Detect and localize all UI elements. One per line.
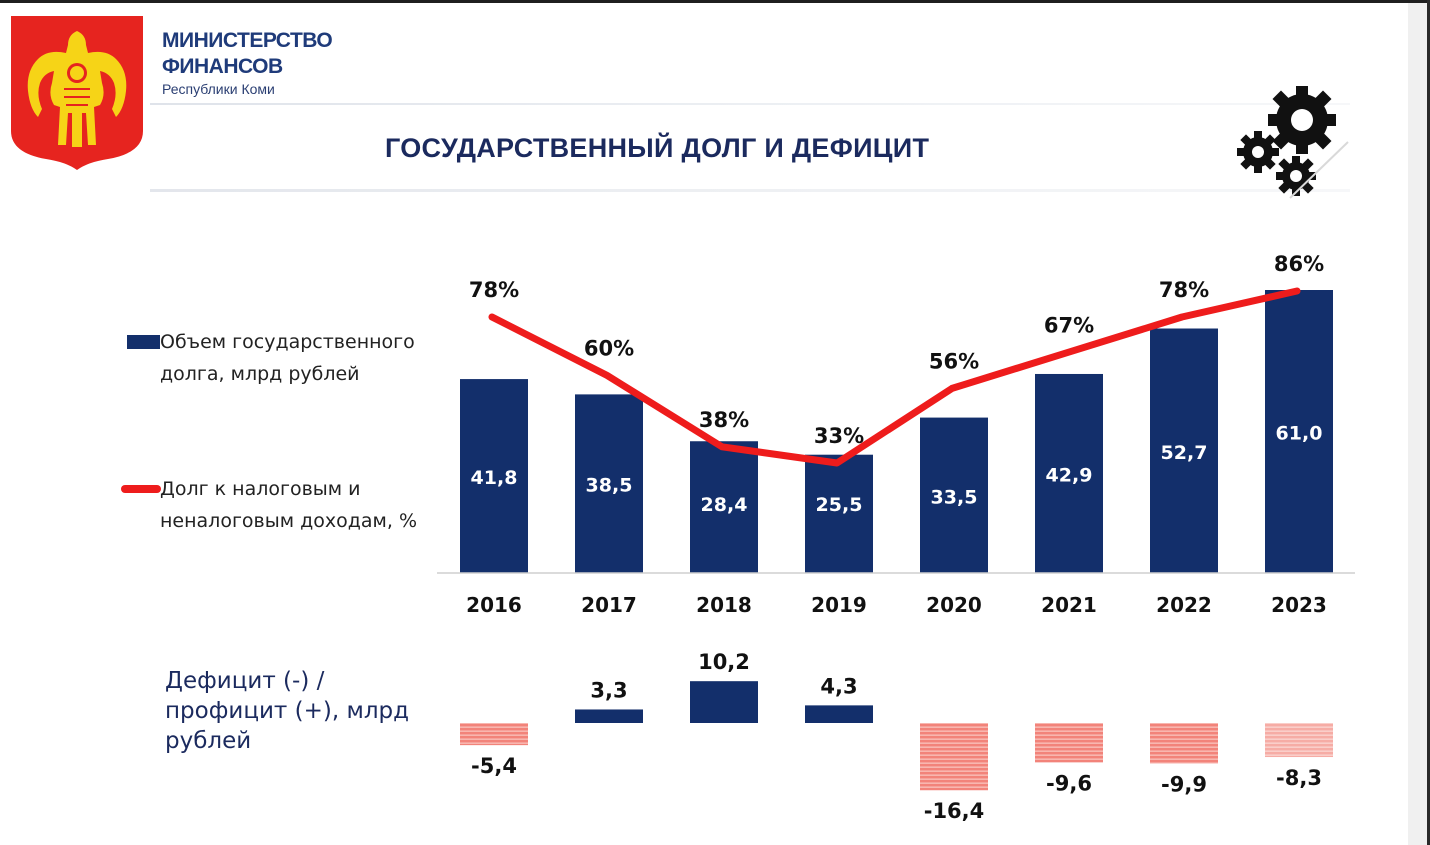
- deficit-label-line-3: рублей: [165, 728, 252, 754]
- year-label-2020: 2020: [926, 593, 982, 617]
- legend-bars-label: Объем государственного долга, млрд рубле…: [160, 326, 415, 390]
- debt-value-label-2019: 25,5: [816, 494, 863, 516]
- ratio-value-label-2018: 38%: [699, 408, 749, 432]
- deficit-value-label-2021: -9,6: [1046, 771, 1092, 795]
- year-label-2017: 2017: [581, 593, 637, 617]
- deficit-bar-2019: [805, 705, 873, 723]
- deficit-value-label-2019: 4,3: [820, 674, 857, 698]
- deficit-bar-2020: [920, 723, 988, 791]
- debt-bar-2017: [575, 394, 643, 573]
- deficit-value-label-2023: -8,3: [1276, 766, 1322, 790]
- legend-line-line-2: неналоговым доходам, %: [160, 510, 418, 532]
- deficit-value-label-2017: 3,3: [590, 678, 627, 702]
- deficit-bar-2018: [690, 681, 758, 723]
- ministry-subtitle: Республики Коми: [162, 81, 275, 97]
- ratio-line: 78% 60% 38% 33% 56% 67% 78% 86%: [469, 252, 1324, 467]
- ratio-value-label-2017: 60%: [584, 336, 634, 360]
- debt-value-label-2023: 61,0: [1276, 423, 1323, 445]
- debt-bar-2016: [460, 379, 528, 573]
- window-edge: [1408, 0, 1430, 845]
- ministry-line-2: ФИНАНСОВ: [162, 55, 283, 78]
- deficit-bar-2023: [1265, 723, 1333, 758]
- gears-icon: [1237, 86, 1349, 199]
- debt-value-label-2021: 42,9: [1046, 464, 1093, 486]
- deficit-bar-2022: [1150, 723, 1218, 764]
- year-labels: 2016 2017 2018 2019 2020 2021 2022 2023: [466, 593, 1327, 617]
- header-rule-top: [150, 103, 1350, 105]
- ratio-value-label-2023: 86%: [1274, 252, 1324, 276]
- deficit-value-label-2016: -5,4: [471, 754, 517, 778]
- ratio-value-label-2020: 56%: [929, 349, 979, 373]
- ministry-name: МИНИСТЕРСТВО ФИНАНСОВ Республики Коми: [162, 28, 333, 98]
- debt-bar-2021: [1035, 373, 1103, 573]
- ratio-value-label-2021: 67%: [1044, 314, 1094, 338]
- komi-coat-of-arms-icon: [11, 16, 143, 170]
- debt-value-label-2017: 38,5: [586, 475, 633, 497]
- ministry-line-1: МИНИСТЕРСТВО: [162, 29, 333, 52]
- debt-bar-2023: [1265, 290, 1333, 573]
- year-label-2023: 2023: [1271, 593, 1327, 617]
- legend-line-label: Долг к налоговым и неналоговым доходам, …: [160, 473, 417, 537]
- deficit-label-line-2: профицит (+), млрд: [165, 698, 410, 724]
- debt-bar-2020: [920, 417, 988, 573]
- deficit-label: Дефицит (-) / профицит (+), млрд рублей: [165, 666, 409, 756]
- year-label-2016: 2016: [466, 593, 522, 617]
- window-top-border: [0, 0, 1430, 3]
- year-label-2022: 2022: [1156, 593, 1212, 617]
- ratio-series-line: [488, 287, 1301, 467]
- header-rule-bottom: [150, 189, 1350, 192]
- deficit-value-label-2018: 10,2: [698, 650, 750, 674]
- year-label-2018: 2018: [696, 593, 752, 617]
- year-label-2019: 2019: [811, 593, 867, 617]
- deficit-bars: -5,4 3,3 10,2 4,3 -16,4 -9,6 -9,9 -8,3: [460, 650, 1333, 823]
- deficit-bar-2016: [460, 723, 528, 746]
- ratio-value-label-2016: 78%: [469, 278, 519, 302]
- year-label-2021: 2021: [1041, 593, 1097, 617]
- debt-value-label-2020: 33,5: [931, 486, 978, 508]
- legend-line-line-1: Долг к налоговым и: [160, 478, 361, 500]
- debt-value-label-2018: 28,4: [701, 494, 748, 516]
- debt-bar-2019: [805, 454, 873, 573]
- deficit-bar-2017: [575, 709, 643, 723]
- window-right-border: [1427, 0, 1430, 845]
- debt-bar-2018: [690, 441, 758, 573]
- ratio-value-label-2022: 78%: [1159, 278, 1209, 302]
- page-title: ГОСУДАРСТВЕННЫЙ ДОЛГ И ДЕФИЦИТ: [385, 133, 930, 163]
- debt-value-label-2022: 52,7: [1161, 442, 1208, 464]
- debt-bars: 41,8 38,5 28,4 25,5 33,5 42,9 52,7 61,0: [460, 290, 1333, 573]
- debt-value-label-2016: 41,8: [471, 467, 518, 489]
- deficit-value-label-2022: -9,9: [1161, 773, 1207, 797]
- deficit-label-line-1: Дефицит (-) /: [165, 668, 325, 694]
- deficit-value-label-2020: -16,4: [924, 799, 985, 823]
- legend-bars-line-2: долга, млрд рублей: [160, 363, 360, 385]
- debt-bar-2022: [1150, 328, 1218, 573]
- legend-bars-line-1: Объем государственного: [160, 331, 415, 353]
- legend-line-swatch: [121, 485, 161, 493]
- ratio-value-label-2019: 33%: [814, 424, 864, 448]
- deficit-bar-2021: [1035, 723, 1103, 763]
- legend-bar-swatch: [127, 335, 160, 349]
